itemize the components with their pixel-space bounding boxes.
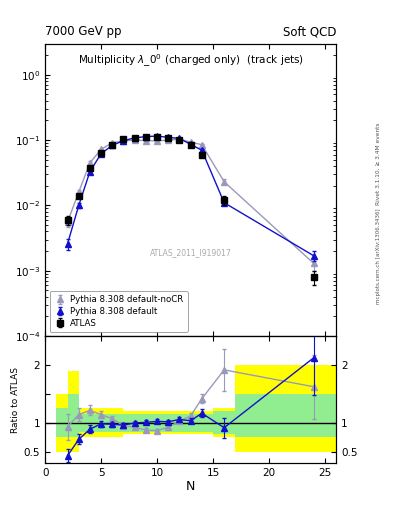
Text: Multiplicity $\lambda\_0^0$ (charged only)  (track jets): Multiplicity $\lambda\_0^0$ (charged onl…: [77, 52, 304, 69]
Text: ATLAS_2011_I919017: ATLAS_2011_I919017: [150, 248, 231, 257]
Text: Rivet 3.1.10, ≥ 3.4M events: Rivet 3.1.10, ≥ 3.4M events: [376, 122, 380, 205]
Text: mcplots.cern.ch [arXiv:1306.3436]: mcplots.cern.ch [arXiv:1306.3436]: [376, 208, 380, 304]
X-axis label: N: N: [186, 480, 195, 493]
Text: Soft QCD: Soft QCD: [283, 26, 336, 38]
Text: 7000 GeV pp: 7000 GeV pp: [45, 26, 122, 38]
Legend: Pythia 8.308 default-noCR, Pythia 8.308 default, ATLAS: Pythia 8.308 default-noCR, Pythia 8.308 …: [50, 291, 188, 332]
Y-axis label: Ratio to ATLAS: Ratio to ATLAS: [11, 367, 20, 433]
